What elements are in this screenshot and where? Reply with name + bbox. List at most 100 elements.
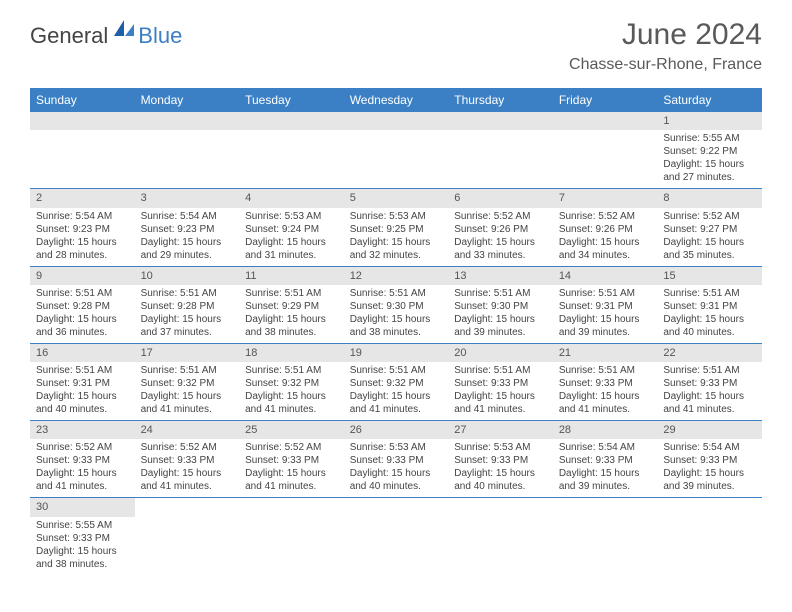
- calendar-cell: 2Sunrise: 5:54 AMSunset: 9:23 PMDaylight…: [30, 189, 135, 266]
- sunset-line: Sunset: 9:33 PM: [663, 377, 756, 390]
- day-number: 26: [344, 421, 449, 439]
- calendar-cell: [239, 112, 344, 189]
- sunrise-line: Sunrise: 5:51 AM: [559, 287, 652, 300]
- calendar-cell: 7Sunrise: 5:52 AMSunset: 9:26 PMDaylight…: [553, 189, 658, 266]
- day-details: Sunrise: 5:52 AMSunset: 9:27 PMDaylight:…: [657, 208, 762, 266]
- sunrise-line: Sunrise: 5:51 AM: [454, 364, 547, 377]
- day-details: Sunrise: 5:52 AMSunset: 9:33 PMDaylight:…: [30, 439, 135, 497]
- sunrise-line: Sunrise: 5:51 AM: [245, 364, 338, 377]
- day-number: 25: [239, 421, 344, 439]
- sunset-line: Sunset: 9:31 PM: [559, 300, 652, 313]
- daylight-line: Daylight: 15 hours and 41 minutes.: [141, 390, 234, 416]
- logo-sail-icon: [112, 18, 136, 43]
- calendar-cell: 17Sunrise: 5:51 AMSunset: 9:32 PMDayligh…: [135, 343, 240, 420]
- day-number: 24: [135, 421, 240, 439]
- calendar-cell: 10Sunrise: 5:51 AMSunset: 9:28 PMDayligh…: [135, 266, 240, 343]
- calendar-cell: [344, 112, 449, 189]
- daylight-line: Daylight: 15 hours and 41 minutes.: [36, 467, 129, 493]
- daylight-line: Daylight: 15 hours and 40 minutes.: [36, 390, 129, 416]
- day-number: 4: [239, 189, 344, 207]
- calendar-cell: 9Sunrise: 5:51 AMSunset: 9:28 PMDaylight…: [30, 266, 135, 343]
- day-number: 20: [448, 344, 553, 362]
- day-number: 5: [344, 189, 449, 207]
- sunrise-line: Sunrise: 5:51 AM: [36, 287, 129, 300]
- calendar-row: 16Sunrise: 5:51 AMSunset: 9:31 PMDayligh…: [30, 343, 762, 420]
- weekday-header: Sunday: [30, 88, 135, 112]
- day-details: Sunrise: 5:52 AMSunset: 9:33 PMDaylight:…: [135, 439, 240, 497]
- daylight-line: Daylight: 15 hours and 41 minutes.: [141, 467, 234, 493]
- calendar-cell: [657, 498, 762, 575]
- sunset-line: Sunset: 9:33 PM: [36, 454, 129, 467]
- daylight-line: Daylight: 15 hours and 27 minutes.: [663, 158, 756, 184]
- day-details: Sunrise: 5:51 AMSunset: 9:30 PMDaylight:…: [344, 285, 449, 343]
- empty-day-bar: [239, 112, 344, 130]
- day-number: 28: [553, 421, 658, 439]
- daylight-line: Daylight: 15 hours and 41 minutes.: [663, 390, 756, 416]
- day-details: Sunrise: 5:55 AMSunset: 9:33 PMDaylight:…: [30, 517, 135, 575]
- sunrise-line: Sunrise: 5:52 AM: [36, 441, 129, 454]
- sunset-line: Sunset: 9:33 PM: [36, 532, 129, 545]
- sunrise-line: Sunrise: 5:55 AM: [36, 519, 129, 532]
- logo-text-general: General: [30, 23, 108, 49]
- sunrise-line: Sunrise: 5:52 AM: [559, 210, 652, 223]
- sunrise-line: Sunrise: 5:52 AM: [245, 441, 338, 454]
- daylight-line: Daylight: 15 hours and 39 minutes.: [454, 313, 547, 339]
- day-number: 2: [30, 189, 135, 207]
- sunrise-line: Sunrise: 5:51 AM: [36, 364, 129, 377]
- sunset-line: Sunset: 9:27 PM: [663, 223, 756, 236]
- daylight-line: Daylight: 15 hours and 41 minutes.: [245, 390, 338, 416]
- header: General Blue June 2024 Chasse-sur-Rhone,…: [0, 0, 792, 82]
- calendar-cell: 27Sunrise: 5:53 AMSunset: 9:33 PMDayligh…: [448, 421, 553, 498]
- sunrise-line: Sunrise: 5:53 AM: [454, 441, 547, 454]
- day-details: Sunrise: 5:51 AMSunset: 9:28 PMDaylight:…: [135, 285, 240, 343]
- day-details: Sunrise: 5:53 AMSunset: 9:33 PMDaylight:…: [344, 439, 449, 497]
- calendar-cell: 23Sunrise: 5:52 AMSunset: 9:33 PMDayligh…: [30, 421, 135, 498]
- calendar-cell: [553, 112, 658, 189]
- calendar-cell: [344, 498, 449, 575]
- day-number: 21: [553, 344, 658, 362]
- calendar-cell: 28Sunrise: 5:54 AMSunset: 9:33 PMDayligh…: [553, 421, 658, 498]
- calendar-row: 30Sunrise: 5:55 AMSunset: 9:33 PMDayligh…: [30, 498, 762, 575]
- day-number: 11: [239, 267, 344, 285]
- empty-day-bar: [135, 112, 240, 130]
- day-number: 29: [657, 421, 762, 439]
- calendar-cell: 24Sunrise: 5:52 AMSunset: 9:33 PMDayligh…: [135, 421, 240, 498]
- day-details: Sunrise: 5:55 AMSunset: 9:22 PMDaylight:…: [657, 130, 762, 188]
- day-number: 17: [135, 344, 240, 362]
- day-details: Sunrise: 5:52 AMSunset: 9:33 PMDaylight:…: [239, 439, 344, 497]
- daylight-line: Daylight: 15 hours and 38 minutes.: [245, 313, 338, 339]
- day-number: 12: [344, 267, 449, 285]
- sunset-line: Sunset: 9:30 PM: [350, 300, 443, 313]
- day-number: 15: [657, 267, 762, 285]
- sunset-line: Sunset: 9:33 PM: [454, 454, 547, 467]
- weekday-header: Monday: [135, 88, 240, 112]
- calendar-cell: 18Sunrise: 5:51 AMSunset: 9:32 PMDayligh…: [239, 343, 344, 420]
- weekday-header: Saturday: [657, 88, 762, 112]
- sunrise-line: Sunrise: 5:54 AM: [663, 441, 756, 454]
- weekday-header: Tuesday: [239, 88, 344, 112]
- sunset-line: Sunset: 9:23 PM: [36, 223, 129, 236]
- weekday-header: Friday: [553, 88, 658, 112]
- weekday-header: Wednesday: [344, 88, 449, 112]
- sunset-line: Sunset: 9:31 PM: [36, 377, 129, 390]
- daylight-line: Daylight: 15 hours and 40 minutes.: [454, 467, 547, 493]
- calendar-cell: 20Sunrise: 5:51 AMSunset: 9:33 PMDayligh…: [448, 343, 553, 420]
- calendar-cell: [239, 498, 344, 575]
- sunset-line: Sunset: 9:32 PM: [350, 377, 443, 390]
- sunset-line: Sunset: 9:22 PM: [663, 145, 756, 158]
- daylight-line: Daylight: 15 hours and 36 minutes.: [36, 313, 129, 339]
- sunset-line: Sunset: 9:26 PM: [454, 223, 547, 236]
- daylight-line: Daylight: 15 hours and 41 minutes.: [454, 390, 547, 416]
- day-details: Sunrise: 5:51 AMSunset: 9:29 PMDaylight:…: [239, 285, 344, 343]
- daylight-line: Daylight: 15 hours and 39 minutes.: [663, 467, 756, 493]
- day-details: Sunrise: 5:51 AMSunset: 9:30 PMDaylight:…: [448, 285, 553, 343]
- month-title: June 2024: [569, 18, 762, 52]
- day-details: Sunrise: 5:51 AMSunset: 9:28 PMDaylight:…: [30, 285, 135, 343]
- empty-day-bar: [344, 112, 449, 130]
- day-details: Sunrise: 5:51 AMSunset: 9:31 PMDaylight:…: [657, 285, 762, 343]
- daylight-line: Daylight: 15 hours and 33 minutes.: [454, 236, 547, 262]
- calendar-cell: 26Sunrise: 5:53 AMSunset: 9:33 PMDayligh…: [344, 421, 449, 498]
- sunrise-line: Sunrise: 5:51 AM: [245, 287, 338, 300]
- empty-day-bar: [30, 112, 135, 130]
- day-details: Sunrise: 5:51 AMSunset: 9:31 PMDaylight:…: [30, 362, 135, 420]
